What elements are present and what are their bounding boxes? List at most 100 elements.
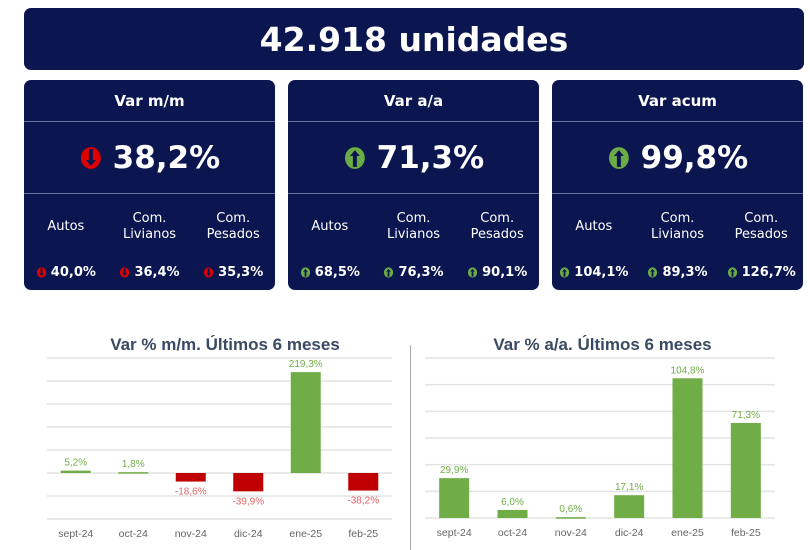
- segment-value: 68,5%: [314, 265, 360, 280]
- segment-1: Com. Livianos 76,3%: [372, 208, 456, 280]
- card-var-acum: Var acum 99,8% Autos 104,1% Com. Livianos 8…: [552, 80, 803, 290]
- x-tick-label: dic-24: [234, 528, 263, 540]
- chart-title-mm: Var % m/m. Últimos 6 meses: [110, 335, 340, 354]
- data-label: 71,3%: [732, 410, 760, 421]
- data-label: 5,2%: [64, 458, 87, 469]
- bar-oct-24: [497, 510, 528, 518]
- segment-label: Autos: [311, 219, 349, 234]
- x-tick-label: ene-25: [289, 528, 322, 540]
- x-tick-label: dic-24: [615, 527, 644, 539]
- x-tick-label: oct-24: [119, 528, 148, 540]
- main-value: 99,8%: [640, 139, 749, 176]
- segment-value: 36,4%: [134, 265, 180, 280]
- bar-dic-24: [233, 473, 264, 492]
- arrow-up-icon: [300, 267, 310, 278]
- x-tick-label: ene-25: [671, 527, 704, 539]
- x-tick-label: nov-24: [175, 528, 207, 540]
- segment-label-2: Pesados: [206, 227, 260, 242]
- card-main-value: 71,3%: [288, 122, 539, 194]
- main-value: 71,3%: [376, 139, 485, 176]
- segment-1: Com. Livianos 36,4%: [108, 208, 192, 280]
- bar-sept-24: [439, 478, 470, 518]
- data-label: -38,2%: [347, 496, 379, 507]
- bar-nov-24: [555, 517, 586, 519]
- segment-label-2: Livianos: [122, 227, 177, 242]
- bar-ene-25: [672, 378, 703, 518]
- data-label: -18,6%: [175, 487, 207, 498]
- card-var-aa: Var a/a 71,3% Autos 68,5% Com. Livianos 76,…: [288, 80, 539, 290]
- x-tick-label: feb-25: [731, 527, 761, 539]
- segment-label: Autos: [47, 219, 85, 234]
- bar-oct-24: [118, 472, 149, 474]
- data-label: 104,8%: [671, 365, 705, 376]
- arrow-up-icon: [344, 146, 365, 169]
- segment-label: Com.: [396, 211, 431, 226]
- bar-feb-25: [348, 473, 379, 491]
- segment-value: 76,3%: [398, 265, 444, 280]
- x-tick-label: oct-24: [498, 527, 527, 539]
- arrow-down-icon: [204, 267, 214, 278]
- segment-0: Autos 68,5%: [288, 208, 372, 280]
- card-title: Var m/m: [24, 80, 275, 122]
- arrow-up-icon: [727, 267, 737, 278]
- chart-mm: 5,2% sept-24 1,8% oct-24 -18,6% nov-24 -39,9% d…: [47, 357, 392, 540]
- segment-label: Com.: [744, 211, 779, 226]
- x-tick-label: nov-24: [555, 527, 587, 539]
- total-units-banner: 42.918 unidades: [24, 8, 804, 70]
- arrow-down-icon: [80, 146, 101, 169]
- segment-value: 126,7%: [741, 265, 796, 280]
- card-title: Var a/a: [288, 80, 539, 122]
- main-value: 38,2%: [112, 139, 221, 176]
- chart-divider: [410, 345, 411, 550]
- arrow-down-icon: [120, 267, 130, 278]
- arrow-up-icon: [384, 267, 394, 278]
- segment-2: Com. Pesados 126,7%: [719, 208, 803, 280]
- segment-0: Autos 40,0%: [24, 208, 108, 280]
- card-title: Var acum: [552, 80, 803, 122]
- segment-1: Com. Livianos 89,3%: [636, 208, 720, 280]
- arrow-up-icon: [560, 267, 570, 278]
- card-var-mm: Var m/m 38,2% Autos 40,0% Com. Livianos 36,…: [24, 80, 275, 290]
- arrow-up-icon: [468, 267, 478, 278]
- arrow-up-icon: [648, 267, 658, 278]
- bar-dic-24: [614, 495, 645, 518]
- segment-label-2: Livianos: [386, 227, 441, 242]
- segment-label: Com.: [660, 211, 695, 226]
- segment-label: Com.: [132, 211, 167, 226]
- segment-label: Com.: [216, 211, 251, 226]
- arrow-up-icon: [608, 146, 629, 169]
- segment-label-2: Pesados: [734, 227, 788, 242]
- data-label: -39,9%: [232, 496, 264, 507]
- total-units: 42.918 unidades: [259, 19, 569, 59]
- segment-label-2: Livianos: [650, 227, 705, 242]
- segment-value: 40,0%: [50, 265, 96, 280]
- segment-value: 104,1%: [574, 265, 629, 280]
- segment-2: Com. Pesados 90,1%: [455, 208, 539, 280]
- bar-nov-24: [175, 473, 206, 482]
- segment-label-2: Pesados: [470, 227, 524, 242]
- x-tick-label: feb-25: [348, 528, 378, 540]
- data-label: 0,6%: [559, 504, 582, 515]
- data-label: 219,3%: [289, 359, 323, 370]
- segment-label: Autos: [575, 219, 613, 234]
- chart-title-aa: Var % a/a. Últimos 6 meses: [493, 335, 712, 354]
- bar-ene-25: [290, 372, 321, 473]
- card-main-value: 38,2%: [24, 122, 275, 194]
- bar-feb-25: [730, 422, 761, 518]
- segment-2: Com. Pesados 35,3%: [191, 208, 275, 280]
- bar-sept-24: [60, 470, 91, 473]
- x-tick-label: sept-24: [58, 528, 93, 540]
- data-label: 1,8%: [122, 459, 145, 470]
- segment-value: 89,3%: [662, 265, 708, 280]
- segment-value: 90,1%: [482, 265, 528, 280]
- segment-label: Com.: [480, 211, 515, 226]
- data-label: 6,0%: [501, 497, 524, 508]
- x-tick-label: sept-24: [437, 527, 472, 539]
- arrow-down-icon: [36, 267, 46, 278]
- card-main-value: 99,8%: [552, 122, 803, 194]
- segment-0: Autos 104,1%: [552, 208, 636, 280]
- data-label: 29,9%: [440, 465, 468, 476]
- data-label: 17,1%: [615, 482, 643, 493]
- segment-value: 35,3%: [218, 265, 264, 280]
- chart-aa: 29,9% sept-24 6,0% oct-24 0,6% nov-24 17,1% dic…: [425, 357, 775, 539]
